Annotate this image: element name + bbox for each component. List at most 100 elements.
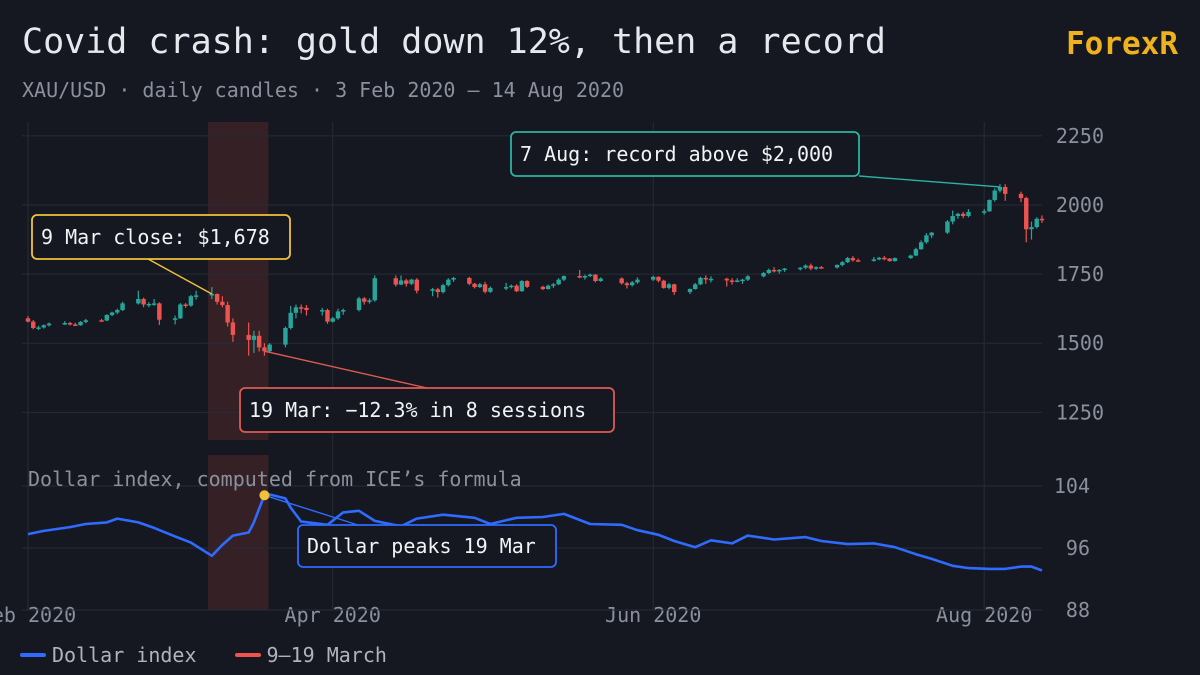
chart-title: Covid crash: gold down 12%, then a recor… xyxy=(22,22,886,62)
candle-body xyxy=(341,310,346,312)
candle-body xyxy=(635,279,640,283)
candle-body xyxy=(955,213,961,217)
candle-body xyxy=(356,298,362,311)
candle-body xyxy=(724,278,729,281)
candle-body xyxy=(178,304,183,319)
candle-body xyxy=(698,277,703,285)
candle-body xyxy=(960,213,966,217)
callout-19-mar-text: 19 Mar: −12.3% in 8 sessions xyxy=(249,398,586,422)
candle-body xyxy=(188,296,194,306)
candle-body xyxy=(882,257,887,260)
candle-body xyxy=(577,276,582,278)
legend-item-dollar[interactable]: Dollar index xyxy=(20,643,197,667)
candle-body xyxy=(41,325,46,328)
candle-body xyxy=(367,300,372,302)
candle-body xyxy=(997,186,1003,191)
legend-label-highlight: 9–19 March xyxy=(266,643,387,667)
legend: Dollar index 9–19 March xyxy=(20,643,387,667)
candle-body xyxy=(656,276,661,281)
candle-body xyxy=(372,278,377,301)
candle-body xyxy=(813,267,819,269)
candle-body xyxy=(798,267,803,270)
chart-subtitle: XAU/USD · daily candles · 3 Feb 2020 – 1… xyxy=(22,78,625,102)
candle-body xyxy=(929,232,934,236)
candle-body xyxy=(651,276,656,280)
candle-body xyxy=(304,307,309,311)
callout-19-mar-box xyxy=(239,387,615,433)
candle-body xyxy=(1018,193,1024,199)
candle-body xyxy=(335,311,341,319)
candle-body xyxy=(992,190,997,200)
callout-7-aug-leader xyxy=(858,175,1001,188)
candle-body xyxy=(393,278,398,285)
candle-body xyxy=(819,267,824,269)
x-tick-label: Aug 2020 xyxy=(936,603,1032,627)
candle-body xyxy=(67,323,73,325)
candle-body xyxy=(225,305,230,323)
candle-body xyxy=(31,321,36,329)
candle-body xyxy=(887,258,892,262)
candle-body xyxy=(1003,186,1008,194)
highlight-band-dollar xyxy=(207,455,269,610)
candle-body xyxy=(25,318,31,322)
candle-body xyxy=(136,298,141,304)
candle-body xyxy=(440,285,446,293)
candle-body xyxy=(220,301,225,306)
candle-body xyxy=(451,277,456,280)
candle-body xyxy=(950,216,955,222)
callout-dollar-peak-box xyxy=(297,524,557,568)
candle-body xyxy=(404,280,409,284)
callout-dollar-peak-leader xyxy=(264,494,359,526)
candle-body xyxy=(503,287,509,289)
candle-body xyxy=(398,280,404,285)
candle-body xyxy=(803,265,808,268)
candle-body xyxy=(477,284,483,288)
candle-body xyxy=(808,265,814,269)
candle-body xyxy=(908,255,913,259)
callout-9-mar-text: 9 Mar close: $1,678 xyxy=(41,225,270,249)
candle-body xyxy=(624,283,630,286)
candle-body xyxy=(320,310,325,312)
candle-body xyxy=(267,344,272,352)
callout-dollar-peak-text: Dollar peaks 19 Mar xyxy=(307,534,536,558)
candle-body xyxy=(83,320,88,322)
candle-body xyxy=(1034,218,1039,228)
legend-item-highlight[interactable]: 9–19 March xyxy=(234,643,387,667)
candle-body xyxy=(246,334,251,340)
candle-body xyxy=(104,315,110,321)
candle-body xyxy=(729,280,735,282)
candle-body xyxy=(414,279,419,291)
candle-body xyxy=(708,278,714,281)
callout-19-mar-leader xyxy=(264,350,428,389)
candle-body xyxy=(918,242,924,250)
candle-body xyxy=(871,259,877,261)
dollar-index-line xyxy=(27,493,1043,572)
candle-body xyxy=(446,279,451,286)
candle-body xyxy=(109,312,115,316)
candle-body xyxy=(46,323,52,326)
candle-body xyxy=(582,276,588,278)
candle-body xyxy=(409,279,414,284)
y-tick-label-price: 1750 xyxy=(1056,262,1104,286)
candle-body xyxy=(745,276,750,280)
candle-body xyxy=(693,284,698,290)
candle-body xyxy=(761,272,766,277)
y-tick-label-dollar: 88 xyxy=(1066,598,1090,622)
x-tick-label: Feb 2020 xyxy=(0,603,76,627)
callout-7-aug-box xyxy=(510,131,860,177)
candle-body xyxy=(834,264,840,268)
candle-body xyxy=(561,276,567,280)
candle-body xyxy=(892,258,898,262)
candle-body xyxy=(629,282,635,286)
candle-body xyxy=(193,295,199,297)
candle-body xyxy=(661,280,666,288)
candle-body xyxy=(556,279,561,285)
candle-body xyxy=(472,283,477,288)
legend-label-dollar: Dollar index xyxy=(52,643,197,667)
candle-body xyxy=(325,310,330,322)
candle-body xyxy=(288,312,293,329)
candle-body xyxy=(598,278,603,281)
candle-body xyxy=(519,281,525,292)
candle-body xyxy=(703,277,708,280)
candle-body xyxy=(540,286,546,290)
